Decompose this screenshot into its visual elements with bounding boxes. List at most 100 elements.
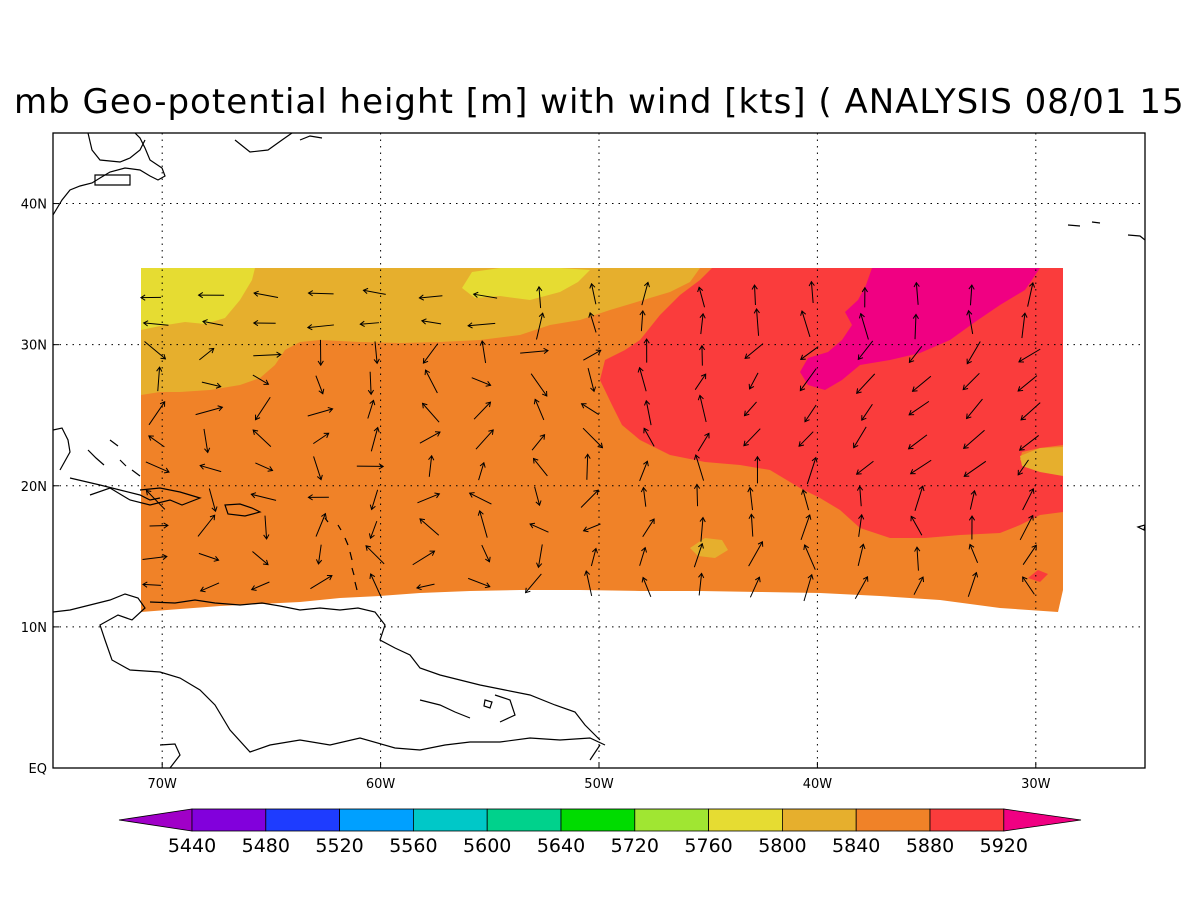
wind-arrow xyxy=(909,459,932,475)
wind-arrow xyxy=(969,489,977,510)
wind-arrow xyxy=(307,494,329,501)
colorbar-swatch xyxy=(560,808,636,832)
wind-arrow xyxy=(914,485,925,511)
wind-arrow xyxy=(368,520,378,540)
wind-arrow xyxy=(694,373,707,390)
colorbar-label: 5520 xyxy=(315,835,363,857)
wind-arrow xyxy=(749,576,761,598)
lat-tick-label: 40N xyxy=(21,198,47,213)
wind-arrow xyxy=(855,460,874,475)
wind-arrow xyxy=(747,486,754,511)
wind-arrow xyxy=(367,399,376,419)
wind-arrow xyxy=(255,462,274,472)
wind-arrow xyxy=(313,432,330,445)
wind-arrow xyxy=(748,372,759,390)
wind-arrow xyxy=(536,544,543,569)
lon-tick-label: 40W xyxy=(803,777,833,792)
lon-tick-label: 30W xyxy=(1021,777,1051,792)
wind-arrow xyxy=(140,294,162,301)
lat-lon-grid xyxy=(53,133,1145,768)
wind-arrow xyxy=(481,544,491,563)
wind-arrow xyxy=(644,399,652,426)
wind-arrow xyxy=(583,349,602,361)
wind-arrow xyxy=(310,574,333,590)
wind-arrow xyxy=(472,291,498,299)
wind-arrow xyxy=(861,403,873,421)
lat-tick-label: 30N xyxy=(21,339,47,354)
wind-arrow xyxy=(142,581,162,588)
wind-arrow xyxy=(144,341,167,360)
colorbar-label: 5720 xyxy=(611,835,659,857)
wind-arrow xyxy=(1019,514,1034,541)
wind-arrow xyxy=(858,312,869,340)
wind-arrow xyxy=(203,428,211,454)
wind-arrow xyxy=(858,513,865,537)
wind-arrow xyxy=(698,572,705,596)
wind-arrow xyxy=(250,581,270,591)
wind-arrow xyxy=(800,310,811,338)
wind-arrow xyxy=(142,320,169,327)
wind-arrow xyxy=(370,426,380,452)
wind-arrow xyxy=(475,429,494,450)
wind-arrow xyxy=(313,456,323,481)
wind-arrow xyxy=(801,489,810,511)
wind-arrow xyxy=(861,286,868,308)
wind-arrow xyxy=(751,284,758,306)
colorbar-swatch xyxy=(708,808,783,832)
wind-arrow xyxy=(428,454,435,477)
wind-arrow xyxy=(365,545,385,565)
wind-arrow xyxy=(1018,348,1041,363)
height-5920-patch-south xyxy=(1028,570,1048,582)
wind-arrow xyxy=(853,426,867,449)
wind-arrow xyxy=(800,346,819,360)
colorbar-label: 5760 xyxy=(684,835,732,857)
lat-tick-label: EQ xyxy=(29,762,47,777)
wind-arrow xyxy=(1022,487,1035,511)
wind-arrow xyxy=(639,309,646,332)
wind-arrow xyxy=(208,488,218,513)
wind-arrow xyxy=(913,576,925,595)
wind-arrow xyxy=(145,461,170,474)
wind-arrow xyxy=(315,544,323,565)
wind-arrow xyxy=(693,454,705,481)
colorbar-label: 5440 xyxy=(168,835,216,857)
colorbar-label: 5560 xyxy=(389,835,437,857)
height-5840-area xyxy=(141,268,700,395)
lon-tick-label: 50W xyxy=(584,777,614,792)
wind-vectors xyxy=(140,280,1041,602)
wind-arrow xyxy=(856,373,876,395)
wind-arrow xyxy=(315,512,327,537)
wind-arrow xyxy=(145,489,166,510)
colorbar-swatch xyxy=(339,808,414,832)
wind-arrow xyxy=(424,369,438,394)
wind-arrow xyxy=(963,460,987,477)
wind-arrow xyxy=(531,433,546,451)
wind-arrow xyxy=(373,341,380,365)
wind-arrow xyxy=(524,573,542,594)
wind-arrow xyxy=(532,457,548,477)
wind-arrow xyxy=(369,573,383,599)
wind-arrow xyxy=(584,453,591,480)
wind-arrow xyxy=(252,319,276,327)
colorbar-swatch xyxy=(855,808,931,832)
wind-arrow xyxy=(965,398,983,420)
wind-arrow xyxy=(529,522,549,533)
wind-arrow xyxy=(908,345,923,364)
wind-arrow xyxy=(263,515,270,540)
wind-arrow xyxy=(417,492,441,504)
lon-tick-label: 70W xyxy=(147,777,177,792)
wind-arrow xyxy=(149,522,169,529)
wind-arrow xyxy=(367,371,375,396)
wind-arrow xyxy=(589,282,597,305)
wind-arrow xyxy=(693,542,704,568)
wind-arrow xyxy=(913,281,920,305)
wind-arrow xyxy=(748,540,764,567)
wind-arrow xyxy=(966,309,974,335)
wind-arrow xyxy=(534,486,542,507)
wind-arrow xyxy=(697,394,707,423)
colorbar: 5440 5480 5520 5560 5600 5640 5720 5760 5800 5840… xyxy=(118,808,1082,857)
wind-arrow xyxy=(415,583,435,591)
wind-arrow xyxy=(195,405,224,416)
wind-arrow xyxy=(1022,544,1037,565)
